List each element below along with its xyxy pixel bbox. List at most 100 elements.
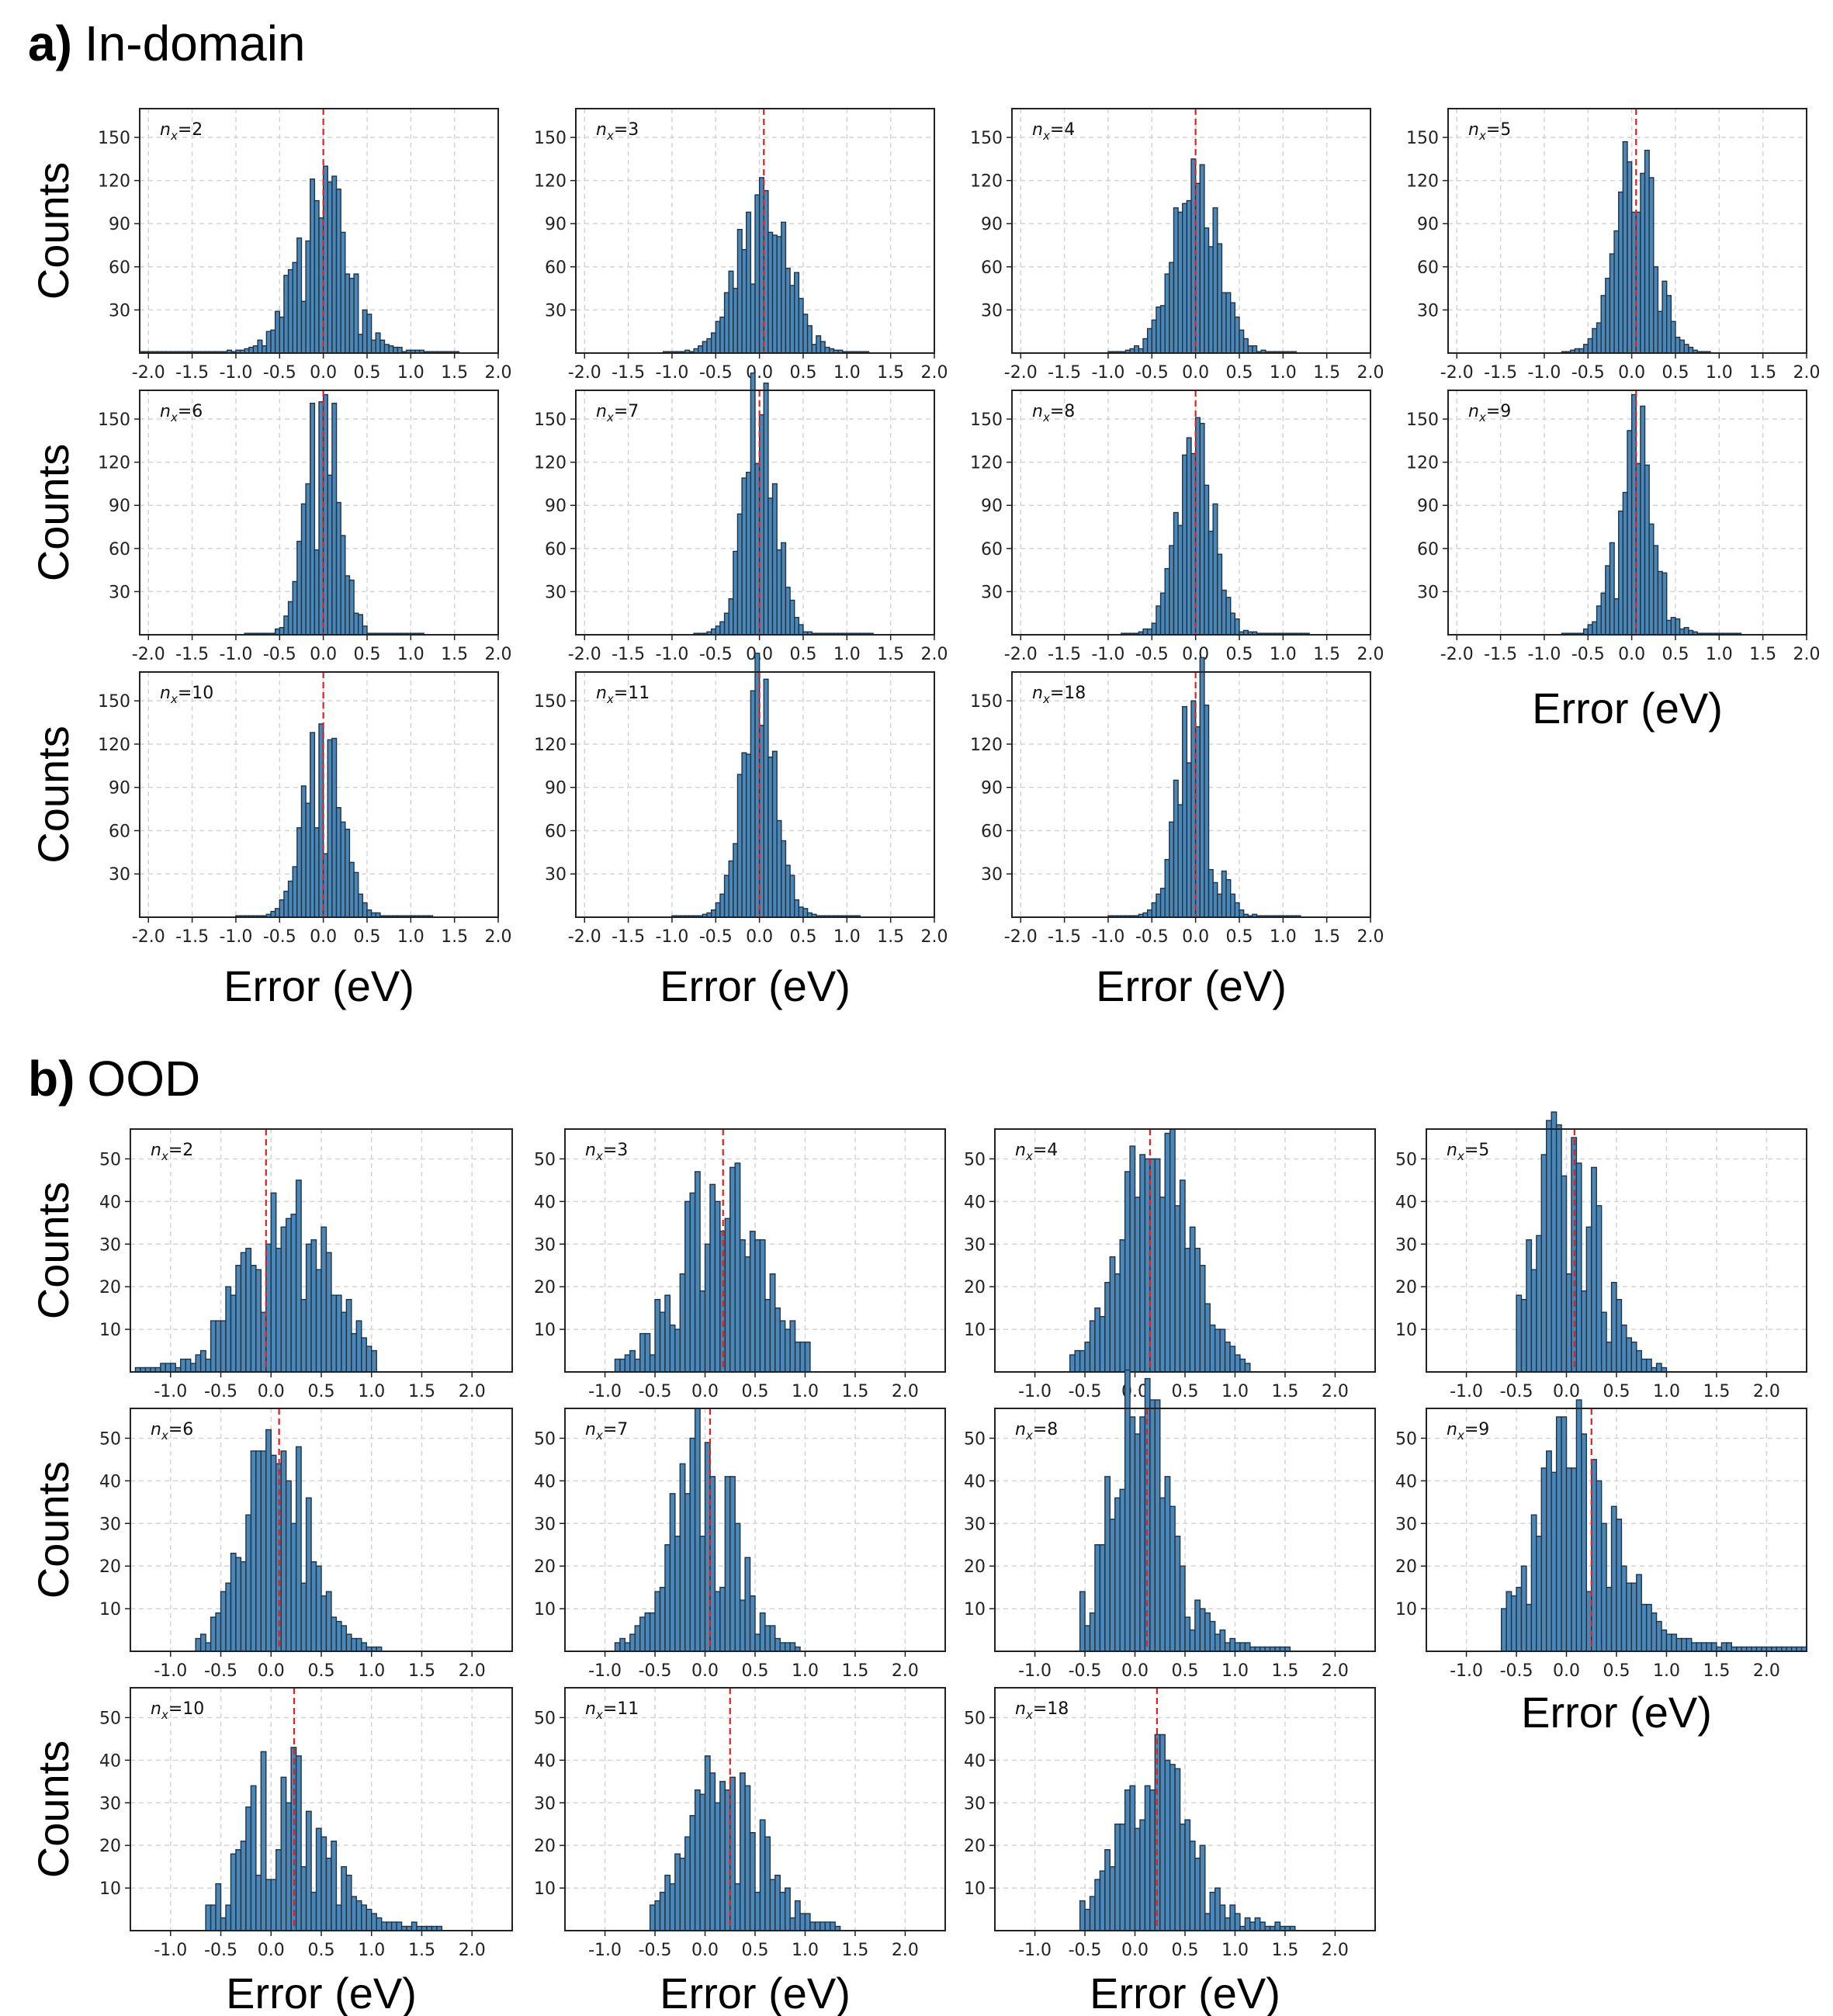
histogram-bar <box>1609 542 1615 636</box>
histogram-bar <box>345 828 351 918</box>
histogram-bar <box>1540 1154 1547 1373</box>
y-tick-label: 60 <box>1417 258 1439 278</box>
x-tick-label: -1.0 <box>1527 645 1561 664</box>
histogram-bar <box>614 1642 621 1652</box>
panel-label: nx=10 <box>151 1699 204 1722</box>
histogram-bar <box>776 549 782 636</box>
histogram-bar <box>664 1544 671 1652</box>
x-tick-label: -1.5 <box>175 927 209 947</box>
histogram-bar <box>729 1166 736 1373</box>
histogram-bar <box>719 893 726 918</box>
x-tick-label: -1.0 <box>219 645 252 664</box>
histogram-bar <box>768 497 774 636</box>
histogram-bar <box>1159 888 1166 918</box>
histogram-bar <box>305 1243 312 1373</box>
histogram-bar <box>694 1408 701 1652</box>
histogram-bar <box>305 1810 312 1931</box>
x-tick-label: -2.0 <box>132 927 165 947</box>
histogram-bar <box>1119 1824 1126 1931</box>
histogram-bar <box>1119 1239 1126 1373</box>
histogram-bar <box>1089 1612 1096 1652</box>
histogram-bar <box>335 1620 342 1652</box>
histogram-bar <box>361 1337 367 1373</box>
y-tick-label: 50 <box>99 1429 121 1449</box>
histogram-bar <box>1217 893 1223 918</box>
y-tick-label: 60 <box>1417 540 1439 559</box>
histogram-bar <box>295 1446 302 1652</box>
x-tick-label: -1.0 <box>1450 1382 1483 1401</box>
x-tick-label: -0.5 <box>263 363 296 383</box>
histogram-bar <box>396 1921 403 1931</box>
histogram-bar <box>1610 1505 1617 1652</box>
histogram-bar <box>1234 902 1240 918</box>
panel-label: nx=6 <box>151 1420 193 1443</box>
histogram-bar <box>327 181 333 354</box>
histogram-bar <box>771 483 778 636</box>
x-tick-label: 1.0 <box>1221 1661 1249 1681</box>
histogram-bar <box>806 325 813 354</box>
histogram-bar <box>639 1616 646 1652</box>
y-tick-label: 60 <box>545 822 567 841</box>
y-tick-label: 20 <box>99 1278 121 1297</box>
histogram-bar <box>714 1802 721 1931</box>
histogram-bar <box>210 1904 217 1931</box>
histogram-panel-a-n_x=18: -2.0 -1.5 -1.0 -0.5 0.0 0.5 1.0 1.5 2.0 30 60 90 120… <box>970 656 1384 947</box>
y-tick-label: 30 <box>545 865 567 885</box>
x-tick-label: -1.0 <box>154 1941 187 1960</box>
histogram-bar <box>771 750 778 918</box>
histogram-bar <box>749 1231 756 1373</box>
histogram-bar <box>1710 1642 1717 1652</box>
histogram-bar <box>1600 295 1606 354</box>
histogram-bar <box>1620 1324 1627 1373</box>
histogram-bar <box>689 1192 696 1373</box>
histogram-bar <box>710 909 716 918</box>
x-tick-label: 1.5 <box>408 1941 435 1960</box>
histogram-bar <box>664 1294 671 1373</box>
histogram-bar <box>270 329 276 354</box>
histogram-bar <box>1635 462 1641 636</box>
histogram-bar <box>379 339 386 354</box>
histogram-bar <box>315 1827 322 1931</box>
histogram-bar <box>754 1239 761 1373</box>
histogram-bar <box>750 690 756 918</box>
x-tick-label: 1.0 <box>792 1941 819 1960</box>
axes-frame <box>139 671 499 918</box>
x-tick-label: -1.0 <box>154 1661 187 1681</box>
histogram-bar <box>744 1785 751 1931</box>
histogram-bar <box>283 275 289 354</box>
histogram-bar <box>629 1349 636 1373</box>
x-tick-label: 1.5 <box>408 1661 435 1681</box>
x-axis-label: Error (eV) <box>1521 1688 1712 1737</box>
axes-frame <box>139 108 499 354</box>
x-tick-label: 2.0 <box>459 1661 486 1681</box>
histogram-bar <box>1109 1865 1116 1931</box>
histogram-bar <box>1606 1341 1613 1373</box>
x-tick-label: 2.0 <box>1793 645 1821 664</box>
x-tick-label: 2.0 <box>459 1382 486 1401</box>
histogram-bar <box>804 1341 811 1373</box>
axes-frame <box>1447 390 1807 636</box>
histogram-bar <box>290 1522 297 1652</box>
histogram-bar <box>674 1328 681 1373</box>
histogram-panel-b-n_x=8: -1.0 -0.5 0.0 0.5 1.0 1.5 2.0 10 20 30 40 50 nx=8 <box>964 1369 1376 1681</box>
histogram-bar <box>1156 307 1162 354</box>
histogram-bar <box>684 1493 691 1652</box>
histogram-bar <box>230 1853 237 1931</box>
histogram-bar <box>649 1904 656 1931</box>
section-title-b: b) OOD <box>28 1051 200 1107</box>
histogram-bar <box>689 1437 696 1652</box>
histogram-bar <box>348 579 355 636</box>
x-tick-label: 0.0 <box>1121 1661 1149 1681</box>
histogram-bar <box>1655 1620 1662 1652</box>
y-tick-label: 40 <box>99 1472 121 1491</box>
x-tick-label: -0.5 <box>263 927 296 947</box>
histogram-bar <box>1109 1519 1116 1652</box>
histogram-bar <box>634 1358 641 1373</box>
histogram-bar <box>1234 618 1240 636</box>
x-axis-label: Error (eV) <box>660 1969 851 2016</box>
histogram-bar <box>366 1346 372 1373</box>
x-tick-label: 1.0 <box>1653 1661 1680 1681</box>
y-tick-label: 120 <box>970 454 1003 473</box>
y-tick-label: 20 <box>964 1837 986 1856</box>
histogram-bar <box>779 1642 786 1652</box>
